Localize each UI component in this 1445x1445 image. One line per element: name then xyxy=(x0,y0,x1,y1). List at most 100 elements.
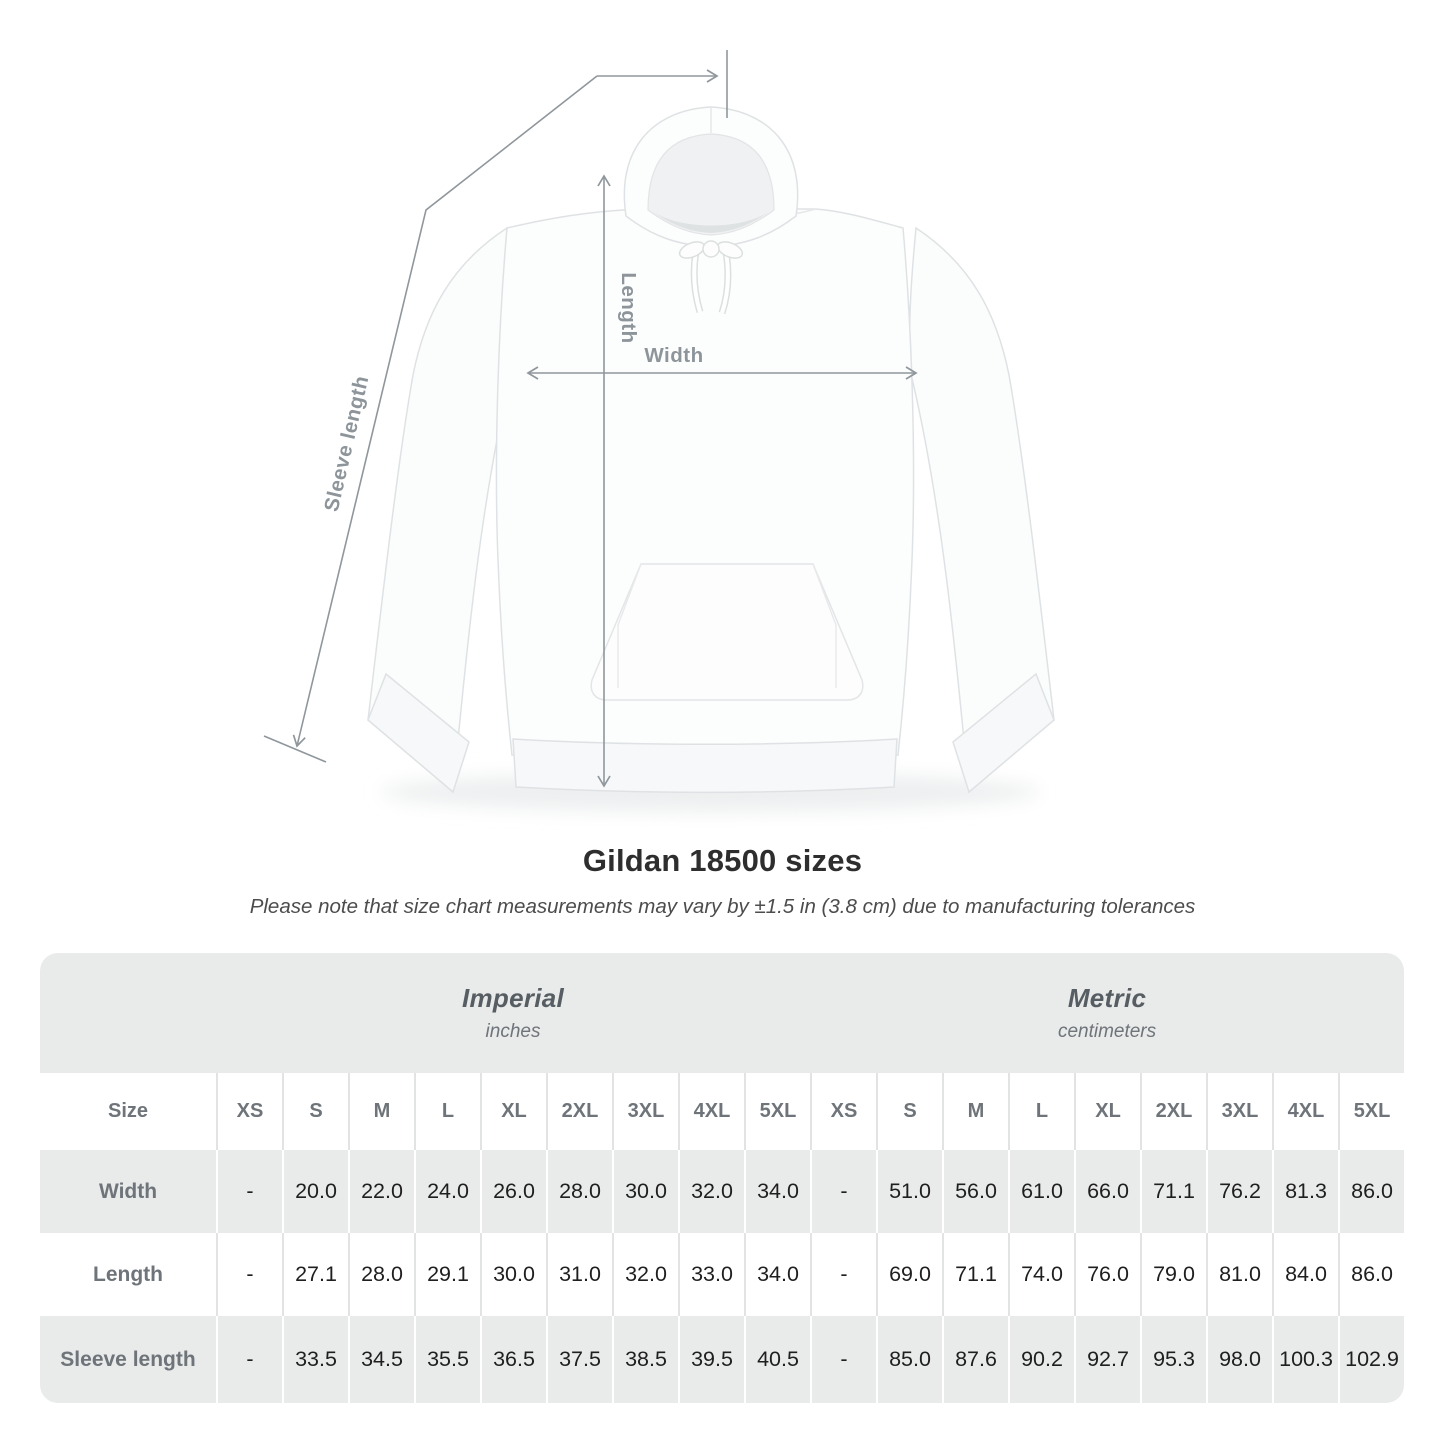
sleeve-value-cell: 37.5 xyxy=(546,1316,612,1403)
size-header-cell: 2XL xyxy=(1140,1073,1207,1150)
sleeve-value-cell: - xyxy=(216,1316,282,1403)
unit-band-spacer xyxy=(40,953,216,1073)
metric-band-label: Metric xyxy=(1067,983,1147,1013)
sleeve-value-cell: 102.9 xyxy=(1338,1316,1404,1403)
width-value-cell: 30.0 xyxy=(612,1150,678,1233)
sleeve-value-cell: 34.5 xyxy=(348,1316,414,1403)
table-row-width: Width -20.0 22.0 24.0 26.0 28.0 30.0 32.0 34.0 … xyxy=(40,1150,1404,1233)
width-value-cell: 26.0 xyxy=(480,1150,546,1233)
width-value-cell: 76.2 xyxy=(1206,1150,1273,1233)
imperial-band: Imperial inches xyxy=(216,953,811,1073)
width-value-cell: 22.0 xyxy=(348,1150,414,1233)
length-value-cell: 33.0 xyxy=(678,1233,744,1316)
size-header-cell: M xyxy=(348,1073,414,1150)
size-header-cell: XL xyxy=(1074,1073,1141,1150)
hoodie-hem-band xyxy=(512,738,898,793)
width-value-cell: 86.0 xyxy=(1338,1150,1404,1233)
width-value-cell: 32.0 xyxy=(678,1150,744,1233)
tolerance-note: Please note that size chart measurements… xyxy=(249,895,1196,918)
width-value-cell: 28.0 xyxy=(546,1150,612,1233)
size-header-cell: S xyxy=(282,1073,348,1150)
width-value-cell: 51.0 xyxy=(876,1150,943,1233)
length-value-cell: 86.0 xyxy=(1338,1233,1404,1316)
hoodie-left-cuff xyxy=(367,672,470,794)
length-value-cell: 31.0 xyxy=(546,1233,612,1316)
width-value-cell: 34.0 xyxy=(744,1150,811,1233)
imperial-band-unit: inches xyxy=(485,1021,541,1042)
sleeve-measure-line xyxy=(292,75,598,748)
size-header-cell: 3XL xyxy=(612,1073,678,1150)
size-header-cell: 5XL xyxy=(1338,1073,1404,1150)
width-value-cell: 20.0 xyxy=(282,1150,348,1233)
length-value-cell: 74.0 xyxy=(1008,1233,1075,1316)
length-value-cell: 32.0 xyxy=(612,1233,678,1316)
width-value-cell: 71.1 xyxy=(1140,1150,1207,1233)
size-header-cell: XL xyxy=(480,1073,546,1150)
sleeve-value-cell: 95.3 xyxy=(1140,1316,1207,1403)
size-header-row: Size XS S M L XL 2XL 3XL 4XL 5XL XS S M L XL 2XL 3XL 4X… xyxy=(40,1073,1404,1150)
imperial-band-label: Imperial xyxy=(461,983,565,1013)
length-value-cell: 69.0 xyxy=(876,1233,943,1316)
length-value-cell: 30.0 xyxy=(480,1233,546,1316)
length-value-cell: 28.0 xyxy=(348,1233,414,1316)
table-row-length: Length -27.1 28.0 29.1 30.0 31.0 32.0 33.0 34.0… xyxy=(40,1233,1404,1316)
sleeve-value-cell: 92.7 xyxy=(1074,1316,1141,1403)
length-measure-label: Length xyxy=(617,272,640,343)
hood-drawcords xyxy=(678,240,744,315)
length-value-cell: - xyxy=(810,1233,877,1316)
pocket-left-seam xyxy=(617,563,642,688)
hoodie-illustration xyxy=(367,106,1055,812)
sleeve-value-cell: 98.0 xyxy=(1206,1316,1273,1403)
sleeve-value-cell: 39.5 xyxy=(678,1316,744,1403)
hood-inner-shadow xyxy=(654,212,768,233)
width-value-cell: 56.0 xyxy=(942,1150,1009,1233)
pocket-right-seam xyxy=(812,563,837,688)
size-header-cell: 3XL xyxy=(1206,1073,1273,1150)
size-header-cell: 4XL xyxy=(1272,1073,1339,1150)
row-label-length: Length xyxy=(40,1233,216,1316)
size-header-cell: 2XL xyxy=(546,1073,612,1150)
row-label-width: Width xyxy=(40,1150,216,1233)
hoodie-pocket xyxy=(590,563,864,701)
hoodie-measurement-diagram: Length Width Sleeve length xyxy=(263,50,1055,812)
page-title: Gildan 18500 sizes xyxy=(582,843,863,878)
size-table: Imperial inches Metric centimeters Size … xyxy=(40,953,1404,1403)
width-measure-label: Width xyxy=(644,344,703,367)
sleeve-value-cell: 38.5 xyxy=(612,1316,678,1403)
sleeve-value-cell: 100.3 xyxy=(1272,1316,1339,1403)
size-header-cell: L xyxy=(1008,1073,1075,1150)
length-value-cell: 27.1 xyxy=(282,1233,348,1316)
row-label-sleeve-length: Sleeve length xyxy=(40,1316,216,1403)
sleeve-value-cell: 87.6 xyxy=(942,1316,1009,1403)
size-corner-label: Size xyxy=(40,1073,216,1150)
width-value-cell: - xyxy=(216,1150,282,1233)
table-row-sleeve-length: Sleeve length -33.5 34.5 35.5 36.5 37.5 38.5 3… xyxy=(40,1316,1404,1403)
sleeve-value-cell: - xyxy=(810,1316,877,1403)
width-value-cell: 24.0 xyxy=(414,1150,480,1233)
length-value-cell: 34.0 xyxy=(744,1233,811,1316)
size-header-cell: 4XL xyxy=(678,1073,744,1150)
measurement-annotations xyxy=(263,50,918,788)
length-value-cell: 84.0 xyxy=(1272,1233,1339,1316)
sleeve-value-cell: 33.5 xyxy=(282,1316,348,1403)
size-header-cell: 5XL xyxy=(744,1073,811,1150)
size-header-cell: XS xyxy=(216,1073,282,1150)
sleeve-value-cell: 40.5 xyxy=(744,1316,811,1403)
length-value-cell: 76.0 xyxy=(1074,1233,1141,1316)
length-value-cell: 81.0 xyxy=(1206,1233,1273,1316)
hood-opening xyxy=(647,133,775,236)
length-value-cell: 71.1 xyxy=(942,1233,1009,1316)
sleeve-value-cell: 85.0 xyxy=(876,1316,943,1403)
hoodie-right-cuff xyxy=(952,672,1055,794)
size-header-cell: L xyxy=(414,1073,480,1150)
unit-band-row: Imperial inches Metric centimeters xyxy=(40,953,1404,1073)
sleeve-value-cell: 90.2 xyxy=(1008,1316,1075,1403)
length-value-cell: 79.0 xyxy=(1140,1233,1207,1316)
sleeve-value-cell: 35.5 xyxy=(414,1316,480,1403)
width-value-cell: 66.0 xyxy=(1074,1150,1141,1233)
width-value-cell: - xyxy=(810,1150,877,1233)
width-value-cell: 61.0 xyxy=(1008,1150,1075,1233)
sleeve-measure-end-tick xyxy=(263,735,327,763)
sleeve-value-cell: 36.5 xyxy=(480,1316,546,1403)
